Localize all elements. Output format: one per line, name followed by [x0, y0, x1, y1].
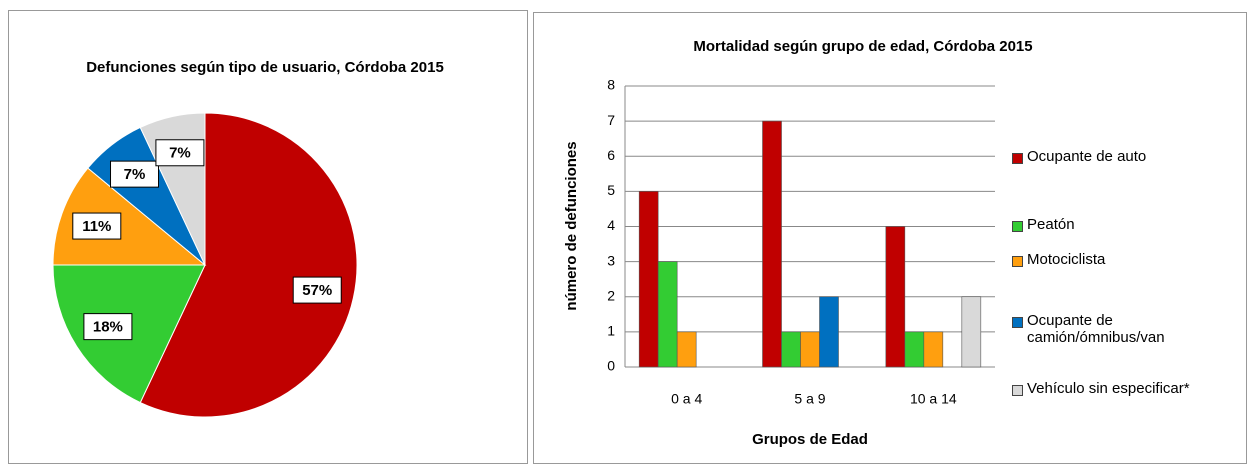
- bar: [923, 331, 944, 368]
- x-axis-label: Grupos de Edad: [752, 431, 868, 448]
- x-tick-label: 10 a 14: [910, 391, 957, 407]
- data-label: 18%: [93, 319, 123, 336]
- bar: [638, 191, 659, 368]
- label-box: [72, 212, 122, 240]
- legend-swatch: [1012, 221, 1023, 232]
- bar: [781, 331, 801, 368]
- data-label: 11%: [82, 218, 111, 235]
- x-tick-label: 0 a 4: [671, 391, 702, 407]
- legend-label: Motociclista: [1027, 251, 1106, 268]
- bar-panel: [533, 12, 1247, 464]
- y-axis-label: número de defunciones: [563, 141, 580, 310]
- legend-label: Ocupante de auto: [1027, 148, 1147, 165]
- label-box: [83, 313, 133, 341]
- y-tick-label: 2: [607, 287, 615, 303]
- legend-swatch: [1012, 385, 1023, 396]
- bar: [904, 331, 925, 368]
- label-box: [155, 139, 205, 167]
- legend-label: Ocupante de camión/ómnibus/van: [1027, 312, 1165, 346]
- bar: [961, 296, 982, 368]
- y-tick-label: 7: [607, 112, 615, 128]
- bar: [657, 261, 678, 368]
- legend-item: Ocupante de camión/ómnibus/van: [1010, 312, 1167, 346]
- y-tick-label: 3: [607, 252, 615, 268]
- legend-item: Ocupante de auto: [1010, 148, 1146, 165]
- legend-item: Peatón: [1010, 216, 1075, 233]
- bar-title: Mortalidad según grupo de edad, Córdoba …: [693, 38, 1032, 55]
- bar: [762, 120, 782, 368]
- y-tick-label: 0: [607, 358, 615, 374]
- legend-label: Vehículo sin especificar*: [1027, 380, 1190, 397]
- y-tick-label: 1: [607, 323, 615, 339]
- legend-label: Peatón: [1027, 216, 1075, 233]
- legend-item: Vehículo sin especificar*: [1010, 380, 1190, 397]
- x-tick-label: 5 a 9: [794, 391, 825, 407]
- label-box: [292, 276, 342, 304]
- legend-swatch: [1012, 317, 1023, 328]
- pie-slice: [139, 112, 358, 418]
- y-tick-label: 5: [607, 182, 615, 198]
- pie-title: Defunciones según tipo de usuario, Córdo…: [86, 59, 444, 76]
- pie-panel: [8, 10, 528, 464]
- bar: [819, 296, 839, 368]
- bar: [885, 226, 906, 368]
- data-label: 7%: [124, 166, 146, 183]
- label-box: [110, 160, 160, 188]
- bar: [676, 331, 697, 368]
- legend-swatch: [1012, 153, 1023, 164]
- y-tick-label: 6: [607, 147, 615, 163]
- legend-item: Motociclista: [1010, 251, 1105, 268]
- y-tick-label: 4: [607, 217, 615, 233]
- bar: [800, 331, 820, 368]
- data-label: 7%: [169, 145, 191, 162]
- y-tick-label: 8: [607, 77, 615, 93]
- pie-slice: [52, 167, 207, 266]
- legend-swatch: [1012, 256, 1023, 267]
- data-label: 57%: [302, 282, 332, 299]
